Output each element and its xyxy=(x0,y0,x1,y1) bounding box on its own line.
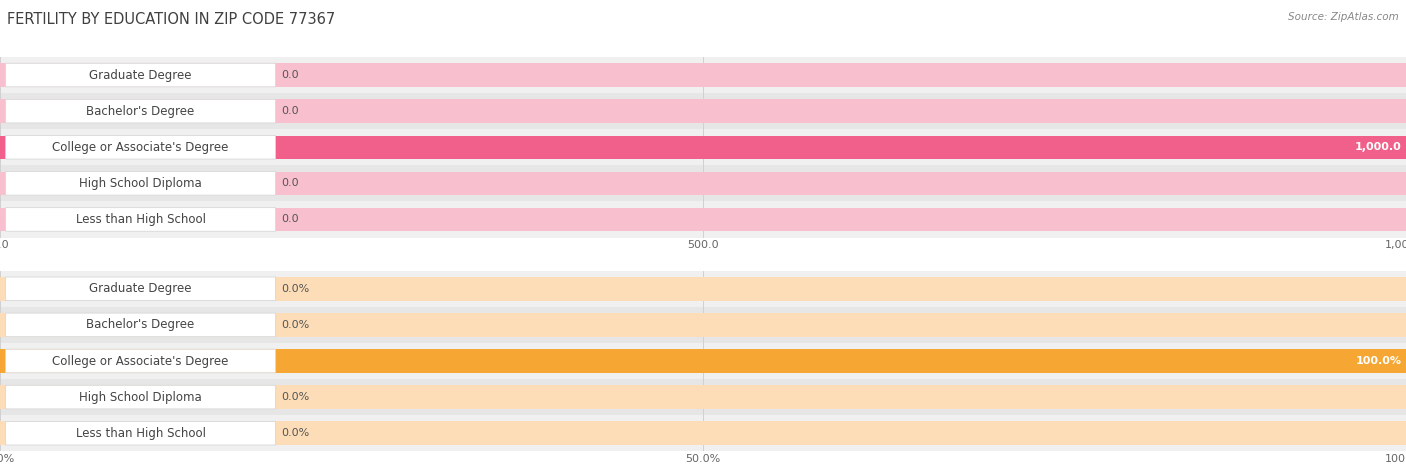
Bar xyxy=(0,277,1406,301)
Text: College or Associate's Degree: College or Associate's Degree xyxy=(52,354,229,368)
Bar xyxy=(0,421,1406,445)
FancyBboxPatch shape xyxy=(6,277,276,301)
Text: Graduate Degree: Graduate Degree xyxy=(90,282,191,295)
Bar xyxy=(0,415,1406,451)
Text: High School Diploma: High School Diploma xyxy=(79,177,202,190)
Text: 0.0: 0.0 xyxy=(281,178,299,189)
Text: 0.0%: 0.0% xyxy=(281,320,309,330)
FancyBboxPatch shape xyxy=(6,385,276,409)
Text: Less than High School: Less than High School xyxy=(76,213,205,226)
Bar xyxy=(0,201,1406,238)
Text: College or Associate's Degree: College or Associate's Degree xyxy=(52,141,229,154)
Text: Less than High School: Less than High School xyxy=(76,427,205,440)
Text: Bachelor's Degree: Bachelor's Degree xyxy=(87,104,194,118)
FancyBboxPatch shape xyxy=(6,63,276,87)
Text: FERTILITY BY EDUCATION IN ZIP CODE 77367: FERTILITY BY EDUCATION IN ZIP CODE 77367 xyxy=(7,12,335,27)
Bar xyxy=(0,343,1406,379)
FancyBboxPatch shape xyxy=(6,171,276,195)
Bar xyxy=(0,271,1406,307)
Bar xyxy=(0,165,1406,201)
Bar xyxy=(0,379,1406,415)
Bar xyxy=(0,385,1406,409)
Text: High School Diploma: High School Diploma xyxy=(79,390,202,404)
FancyBboxPatch shape xyxy=(6,208,276,231)
Text: Graduate Degree: Graduate Degree xyxy=(90,68,191,82)
Bar xyxy=(0,208,1406,231)
Bar xyxy=(0,129,1406,165)
Text: 0.0: 0.0 xyxy=(281,70,299,80)
FancyBboxPatch shape xyxy=(6,349,276,373)
Bar xyxy=(0,135,1406,159)
Bar xyxy=(0,349,1406,373)
FancyBboxPatch shape xyxy=(6,135,276,159)
FancyBboxPatch shape xyxy=(6,421,276,445)
FancyBboxPatch shape xyxy=(6,99,276,123)
Bar xyxy=(0,57,1406,93)
Bar xyxy=(0,93,1406,129)
Text: 0.0: 0.0 xyxy=(281,106,299,116)
Bar xyxy=(0,313,1406,337)
Text: 1,000.0: 1,000.0 xyxy=(1355,142,1402,152)
Bar xyxy=(0,349,1406,373)
Text: Bachelor's Degree: Bachelor's Degree xyxy=(87,318,194,332)
Text: Source: ZipAtlas.com: Source: ZipAtlas.com xyxy=(1288,12,1399,22)
Text: 0.0: 0.0 xyxy=(281,214,299,225)
Text: 100.0%: 100.0% xyxy=(1355,356,1402,366)
Bar xyxy=(0,63,1406,87)
Bar xyxy=(0,171,1406,195)
Bar xyxy=(0,307,1406,343)
Text: 0.0%: 0.0% xyxy=(281,428,309,438)
Bar xyxy=(0,99,1406,123)
Text: 0.0%: 0.0% xyxy=(281,392,309,402)
FancyBboxPatch shape xyxy=(6,313,276,337)
Bar xyxy=(0,135,1406,159)
Text: 0.0%: 0.0% xyxy=(281,284,309,294)
